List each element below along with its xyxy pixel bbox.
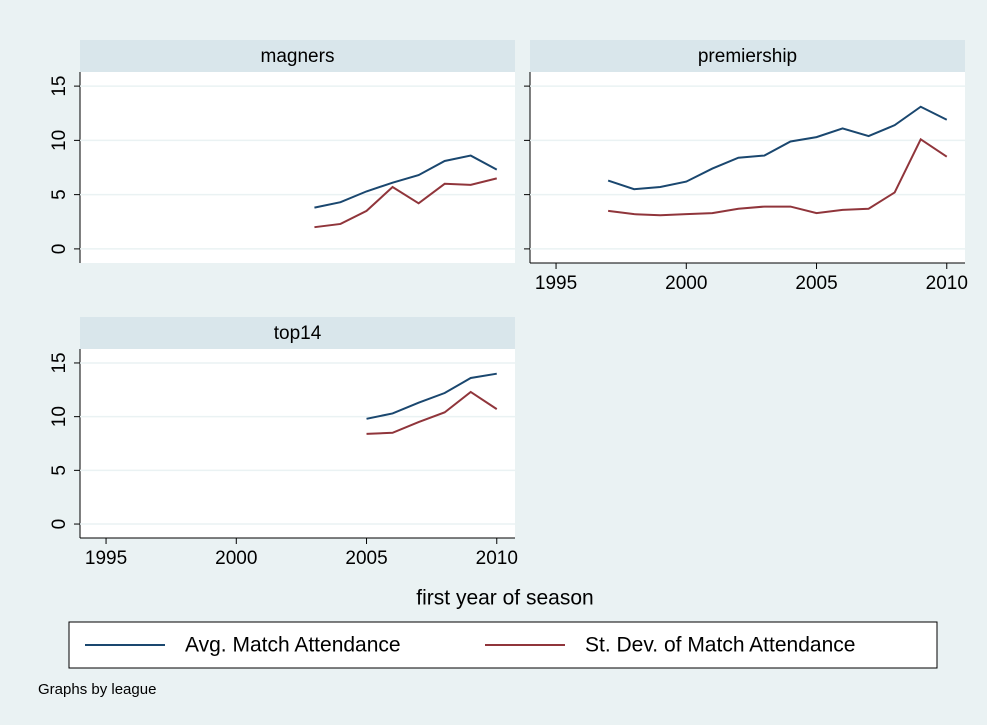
series-line [366, 390, 498, 435]
series-line [608, 137, 948, 217]
y-tick-label: 10 [49, 130, 70, 151]
x-tick-label: 2005 [795, 273, 837, 294]
x-tick-label: 1995 [535, 273, 577, 294]
x-axis-title: first year of season [416, 587, 593, 610]
x-tick-label: 2010 [926, 273, 968, 294]
plot-area [530, 72, 965, 263]
y-tick-label: 0 [49, 244, 70, 255]
panel-title: top14 [274, 323, 322, 344]
legend-label: Avg. Match Attendance [185, 634, 401, 657]
legend-label: St. Dev. of Match Attendance [585, 634, 855, 657]
plot-area [80, 349, 515, 538]
panel-header [80, 317, 515, 349]
x-tick-label: 2000 [215, 548, 257, 569]
plot-area [80, 72, 515, 263]
y-tick-label: 15 [49, 352, 70, 373]
note: Graphs by league [38, 681, 156, 698]
panel-header [80, 40, 515, 72]
series-line [607, 105, 948, 191]
y-tick-label: 5 [49, 465, 70, 476]
y-tick-label: 10 [49, 406, 70, 427]
x-tick-label: 2000 [665, 273, 707, 294]
y-tick-label: 15 [49, 76, 70, 97]
series-line [314, 177, 498, 229]
series-line [366, 372, 497, 420]
x-tick-label: 2010 [476, 548, 518, 569]
panel-title: premiership [698, 46, 797, 67]
x-tick-label: 1995 [85, 548, 127, 569]
series-line [314, 154, 498, 209]
panel-header [530, 40, 965, 72]
panel-title: magners [261, 46, 335, 67]
x-tick-label: 2005 [345, 548, 387, 569]
y-tick-label: 0 [49, 519, 70, 530]
y-tick-label: 5 [49, 189, 70, 200]
